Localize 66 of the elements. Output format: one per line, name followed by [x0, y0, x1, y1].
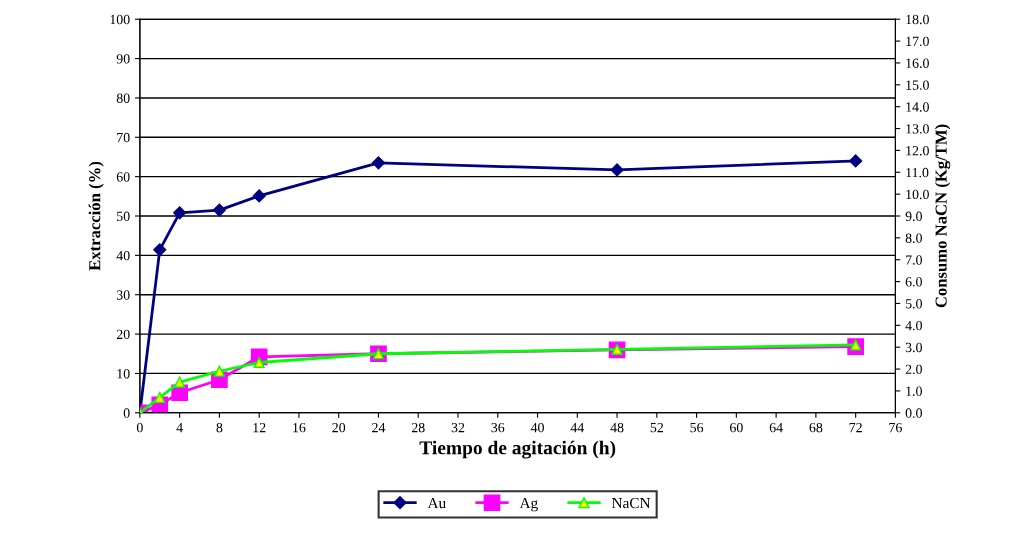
x-tick-label: 52: [650, 422, 663, 433]
point: [849, 154, 863, 168]
y-tick-label: 40: [116, 250, 130, 261]
legend-label: Ag: [519, 497, 538, 512]
y2-tick-label: 16.0: [906, 58, 929, 68]
y-tick-label: 20: [116, 329, 130, 340]
x-tick-label: 48: [610, 422, 624, 433]
x-tick-label: 4: [176, 423, 183, 433]
x-tick-label: 36: [491, 422, 505, 433]
y2-tick-label: 14.0: [906, 102, 929, 112]
x-tick-label: 12: [253, 422, 266, 433]
y2-tick-label: 9.0: [905, 211, 922, 222]
y2-tick-label: 0.0: [905, 408, 922, 418]
x-tick-label: 68: [809, 422, 823, 433]
y2-tick-label: 11.0: [906, 167, 929, 178]
y2-tick-label: 12.0: [906, 145, 929, 156]
x-tick-label: 0: [136, 422, 143, 433]
y2-tick-label: 18.0: [906, 14, 929, 25]
x-tick-label: 24: [372, 422, 386, 433]
x-tick-label: 32: [451, 422, 465, 433]
x-tick-label: 76: [889, 422, 902, 433]
x-tick-label: 28: [411, 422, 425, 433]
point: [154, 391, 166, 404]
y2-tick-label: 3.0: [905, 342, 922, 353]
y-tick-label: 10: [117, 369, 130, 379]
y2-tick-label: 1.0: [906, 386, 922, 396]
point: [153, 243, 167, 257]
point: [371, 156, 386, 170]
x-tick-label: 72: [849, 422, 862, 433]
x-tick-label: 60: [730, 422, 743, 433]
x-tick-label: 16: [293, 422, 306, 433]
x-tick-label: 56: [690, 422, 704, 433]
y-tick-label: 0: [123, 408, 130, 418]
y-tick-label: 30: [116, 290, 130, 300]
x-axis-title: Tiempo de agitación (h): [419, 440, 616, 459]
x-tick-label: 8: [216, 422, 223, 433]
y2-tick-label: 6.0: [905, 277, 922, 287]
legend-label: NaCN: [611, 497, 651, 509]
point: [610, 163, 624, 177]
y-tick-label: 50: [117, 211, 130, 221]
y-tick-label: 90: [116, 54, 130, 64]
x-tick-label: 64: [769, 422, 783, 433]
point: [174, 376, 186, 388]
y2-tick-label: 5.0: [905, 299, 922, 309]
y-tick-label: 70: [117, 132, 130, 143]
legend-label: Au: [427, 497, 446, 509]
y2-tick-label: 7.0: [906, 255, 922, 265]
y2-tick-label: 8.0: [905, 233, 922, 243]
y-tick-label: 60: [116, 172, 130, 182]
y2-tick-label: 17.0: [906, 36, 929, 47]
point: [173, 206, 187, 220]
point: [213, 365, 225, 377]
x-tick-label: 20: [332, 422, 346, 433]
y2-tick-label: 4.0: [905, 320, 922, 331]
y2-tick-label: 13.0: [906, 124, 929, 134]
y-tick-label: 80: [116, 93, 130, 103]
point: [212, 203, 226, 217]
y2-tick-label: 10.0: [906, 189, 929, 200]
y-tick-label: 100: [110, 14, 130, 25]
x-tick-label: 44: [570, 423, 585, 433]
x-tick-label: 40: [530, 422, 544, 433]
y-axis-title: Extracción (%): [88, 161, 104, 271]
y2-tick-label: 15.0: [906, 80, 929, 90]
point: [252, 189, 266, 203]
y2-axis-title: Consumo NaCN (Kg/TM): [935, 124, 951, 308]
y2-tick-label: 2.0: [905, 364, 922, 375]
